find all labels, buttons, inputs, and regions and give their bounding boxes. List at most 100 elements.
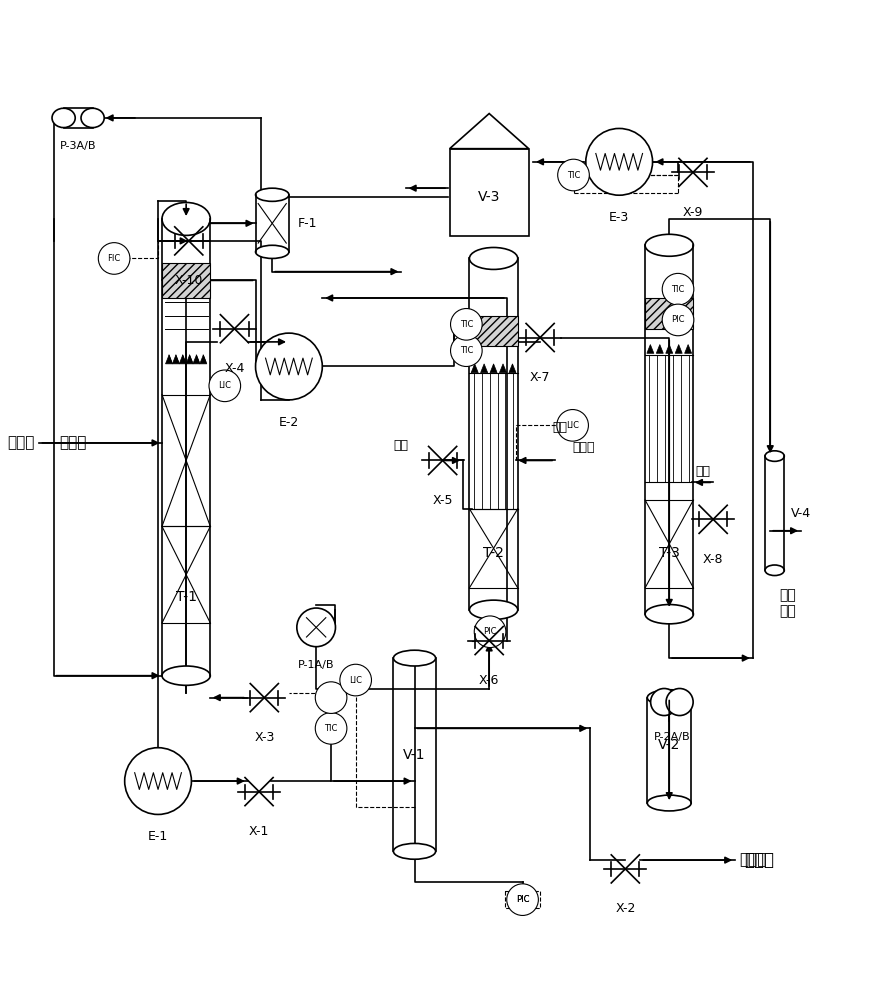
Polygon shape xyxy=(179,355,186,364)
Circle shape xyxy=(586,128,652,195)
Text: X-1: X-1 xyxy=(249,825,269,838)
Ellipse shape xyxy=(255,188,289,201)
Text: X-6: X-6 xyxy=(479,674,499,687)
Text: TIC: TIC xyxy=(567,171,581,180)
Circle shape xyxy=(451,335,482,366)
Text: X-4: X-4 xyxy=(224,362,245,375)
Circle shape xyxy=(666,688,694,716)
Text: 高点
放空: 高点 放空 xyxy=(780,588,797,618)
Text: PIC: PIC xyxy=(516,895,530,904)
Ellipse shape xyxy=(393,650,435,666)
Bar xyxy=(162,263,211,298)
Text: V-1: V-1 xyxy=(403,748,426,762)
Text: LIC: LIC xyxy=(349,676,362,685)
Circle shape xyxy=(99,243,130,274)
Polygon shape xyxy=(499,364,506,373)
Text: LIC: LIC xyxy=(566,421,579,430)
Text: PIC: PIC xyxy=(671,315,685,324)
Polygon shape xyxy=(647,345,654,353)
Ellipse shape xyxy=(162,666,211,685)
Text: E-2: E-2 xyxy=(279,416,299,429)
Text: T-1: T-1 xyxy=(176,590,196,604)
Ellipse shape xyxy=(765,451,784,461)
Polygon shape xyxy=(172,355,179,364)
Circle shape xyxy=(255,333,323,400)
Ellipse shape xyxy=(645,605,694,624)
Ellipse shape xyxy=(255,245,289,258)
Text: X-9: X-9 xyxy=(683,206,703,219)
Bar xyxy=(450,149,529,236)
Text: X-8: X-8 xyxy=(702,553,723,566)
Text: LIC: LIC xyxy=(219,381,231,390)
Ellipse shape xyxy=(647,690,691,706)
Text: E-1: E-1 xyxy=(148,830,168,843)
Circle shape xyxy=(650,688,677,716)
Ellipse shape xyxy=(470,247,518,269)
Polygon shape xyxy=(200,355,207,364)
Ellipse shape xyxy=(393,843,435,859)
Text: E-3: E-3 xyxy=(609,211,629,224)
Text: X-7: X-7 xyxy=(530,371,550,384)
Text: P-3A/B: P-3A/B xyxy=(60,141,97,151)
Polygon shape xyxy=(193,355,200,364)
Text: 原料气: 原料气 xyxy=(59,435,87,450)
Bar xyxy=(645,298,694,329)
Circle shape xyxy=(507,884,538,915)
Text: 回水: 回水 xyxy=(695,465,711,478)
Text: PIC: PIC xyxy=(483,627,496,636)
Text: TIC: TIC xyxy=(460,346,473,355)
Circle shape xyxy=(209,370,241,402)
Text: PIC: PIC xyxy=(516,895,530,904)
Text: X-3: X-3 xyxy=(254,731,274,744)
Polygon shape xyxy=(471,364,478,373)
Polygon shape xyxy=(480,364,487,373)
Text: TIC: TIC xyxy=(460,320,473,329)
Polygon shape xyxy=(676,345,682,353)
Circle shape xyxy=(474,616,506,648)
Text: 净化气: 净化气 xyxy=(739,853,767,868)
Text: TIC: TIC xyxy=(671,285,685,294)
Text: X-10: X-10 xyxy=(175,274,203,287)
Polygon shape xyxy=(656,345,663,353)
Polygon shape xyxy=(450,114,529,149)
Ellipse shape xyxy=(470,600,518,619)
Text: X-5: X-5 xyxy=(433,494,452,507)
Text: T-2: T-2 xyxy=(483,546,504,560)
Circle shape xyxy=(557,159,590,191)
Text: 循环水: 循环水 xyxy=(573,441,595,454)
Text: 热媒: 热媒 xyxy=(552,421,567,434)
Circle shape xyxy=(556,410,589,441)
Text: TIC: TIC xyxy=(324,724,338,733)
Text: P-2A/B: P-2A/B xyxy=(653,732,690,742)
Ellipse shape xyxy=(162,202,211,235)
Text: V-4: V-4 xyxy=(790,507,811,520)
Circle shape xyxy=(315,713,347,744)
Text: 原料气: 原料气 xyxy=(7,435,34,450)
Polygon shape xyxy=(166,355,173,364)
Polygon shape xyxy=(490,364,497,373)
Polygon shape xyxy=(685,345,692,353)
Circle shape xyxy=(340,664,372,696)
Circle shape xyxy=(315,682,347,713)
Bar xyxy=(470,316,518,346)
Circle shape xyxy=(125,748,192,814)
Circle shape xyxy=(297,608,335,647)
Text: P-1A/B: P-1A/B xyxy=(297,660,334,670)
Text: T-3: T-3 xyxy=(659,546,680,560)
Circle shape xyxy=(662,304,694,336)
Polygon shape xyxy=(186,355,194,364)
Ellipse shape xyxy=(645,234,694,256)
Text: F-1: F-1 xyxy=(297,217,317,230)
Polygon shape xyxy=(666,345,673,353)
Text: 净化气: 净化气 xyxy=(744,851,774,869)
Ellipse shape xyxy=(52,108,75,128)
Text: V-3: V-3 xyxy=(478,190,500,204)
Text: 热媒: 热媒 xyxy=(394,439,409,452)
Ellipse shape xyxy=(647,795,691,811)
Polygon shape xyxy=(509,364,516,373)
Text: X-2: X-2 xyxy=(616,902,635,915)
Text: V-2: V-2 xyxy=(658,738,680,752)
Text: FIC: FIC xyxy=(108,254,121,263)
Ellipse shape xyxy=(765,565,784,576)
Circle shape xyxy=(451,309,482,340)
